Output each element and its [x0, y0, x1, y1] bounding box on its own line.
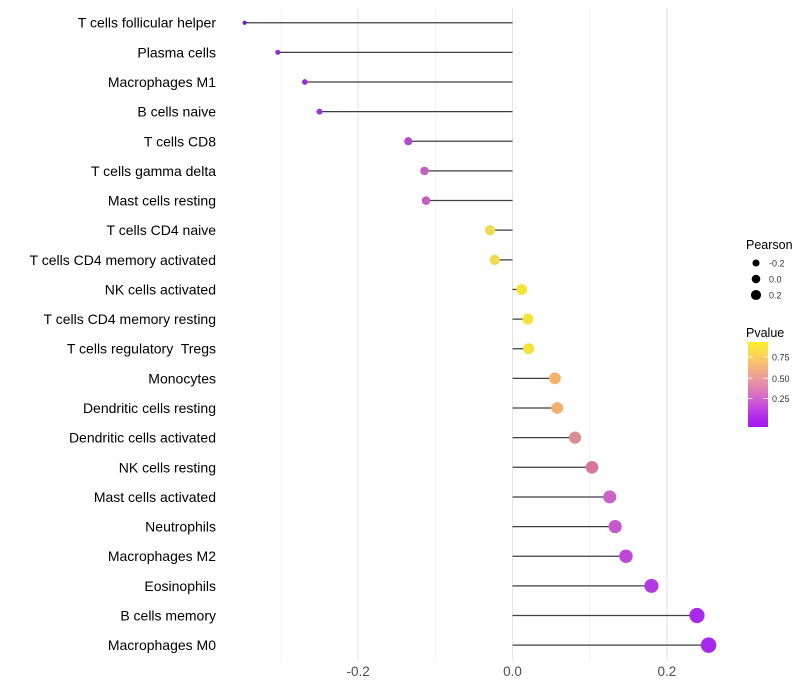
lollipop-dot [522, 313, 534, 325]
color-legend-label: 0.75 [772, 353, 790, 363]
lollipop-dot [549, 372, 561, 385]
category-label: Dendritic cells activated [69, 430, 216, 446]
lollipop-row: Mast cells activated [94, 489, 617, 505]
pvalue-colorbar [748, 342, 768, 427]
category-label: T cells CD4 memory activated [30, 252, 216, 268]
category-label: Macrophages M2 [108, 548, 216, 564]
x-tick-label: 0.0 [503, 664, 522, 679]
lollipop-row: Macrophages M2 [108, 548, 633, 564]
color-legend-title: Pvalue [746, 326, 784, 340]
size-legend-title: Pearson [746, 238, 793, 252]
lollipop-dot [568, 431, 582, 444]
category-label: T cells regulatory Tregs [67, 341, 216, 357]
lollipop-rows: T cells follicular helper Plasma cells Mac… [30, 15, 717, 653]
category-label: Monocytes [148, 370, 216, 386]
color-legend-label: 0.25 [772, 394, 790, 404]
size-legend-dot [750, 289, 762, 301]
lollipop-row: T cells follicular helper [78, 15, 513, 31]
x-axis: -0.2 0.0 0.2 [346, 664, 676, 679]
category-label: B cells memory [120, 608, 216, 624]
lollipop-row: T cells CD8 [144, 133, 513, 149]
lollipop-dot [489, 254, 500, 265]
category-label: NK cells resting [119, 459, 216, 475]
lollipop-dot [619, 549, 633, 563]
lollipop-row: Macrophages M0 [108, 637, 717, 653]
lollipop-dot [404, 137, 413, 146]
lollipop-dot [608, 519, 622, 534]
lollipop-dot [485, 225, 496, 236]
category-label: Macrophages M0 [108, 637, 216, 653]
category-label: Plasma cells [137, 44, 216, 60]
lollipop-dot [523, 343, 535, 355]
legend: Pearson -0.2 0.0 0.2 Pvalue 0.75 0.50 0.25 [746, 238, 793, 427]
category-label: Mast cells activated [94, 489, 216, 505]
gridlines [280, 8, 668, 661]
category-label: T cells CD8 [144, 133, 216, 149]
category-label: Neutrophils [145, 519, 216, 535]
lollipop-dot [585, 460, 599, 474]
category-label: T cells gamma delta [91, 163, 216, 179]
lollipop-row: T cells CD4 memory resting [44, 311, 534, 327]
lollipop-row: NK cells resting [119, 459, 599, 475]
lollipop-row: T cells CD4 naive [107, 222, 513, 238]
lollipop-row: Plasma cells [137, 44, 513, 60]
size-legend-label: 0.2 [769, 291, 782, 301]
lollipop-row: NK cells activated [105, 281, 528, 297]
lollipop-dot [421, 196, 431, 205]
lollipop-dot [603, 490, 617, 504]
lollipop-dot [700, 637, 717, 653]
lollipop-row: Neutrophils [145, 519, 622, 535]
lollipop-row: B cells naive [137, 104, 513, 120]
lollipop-dot [689, 607, 705, 624]
lollipop-dot [644, 578, 659, 593]
category-label: Macrophages M1 [108, 74, 216, 90]
category-label: B cells naive [137, 104, 216, 120]
lollipop-row: Dendritic cells resting [83, 400, 564, 416]
lollipop-row: Mast cells resting [108, 193, 513, 209]
lollipop-dot [420, 166, 429, 176]
category-label: T cells CD4 naive [107, 222, 217, 238]
color-legend-label: 0.50 [772, 374, 790, 384]
lollipop-row: T cells gamma delta [91, 163, 513, 179]
category-label: T cells CD4 memory resting [44, 311, 216, 327]
lollipop-row: Eosinophils [144, 578, 659, 594]
x-tick-label: 0.2 [658, 664, 677, 679]
lollipop-row: Macrophages M1 [108, 74, 513, 90]
size-legend-label: -0.2 [769, 259, 785, 269]
lollipop-dot [275, 49, 281, 55]
category-label: Mast cells resting [108, 193, 216, 209]
lollipop-dot [242, 20, 247, 25]
category-label: T cells follicular helper [78, 15, 217, 31]
lollipop-dot [551, 402, 564, 414]
size-legend-label: 0.0 [769, 275, 782, 285]
category-label: Dendritic cells resting [83, 400, 216, 416]
lollipop-dot [516, 283, 528, 295]
lollipop-dot [316, 108, 323, 115]
x-tick-label: -0.2 [346, 664, 369, 679]
size-legend-dot [751, 274, 761, 284]
category-label: NK cells activated [105, 281, 216, 297]
size-legend-dot [752, 259, 760, 267]
lollipop-row: T cells CD4 memory activated [30, 252, 513, 268]
lollipop-row: Dendritic cells activated [69, 430, 582, 446]
category-label: Eosinophils [144, 578, 216, 594]
lollipop-row: T cells regulatory Tregs [67, 341, 535, 357]
lollipop-row: Monocytes [148, 370, 561, 386]
lollipop-dot [301, 79, 308, 85]
lollipop-row: B cells memory [120, 607, 705, 624]
